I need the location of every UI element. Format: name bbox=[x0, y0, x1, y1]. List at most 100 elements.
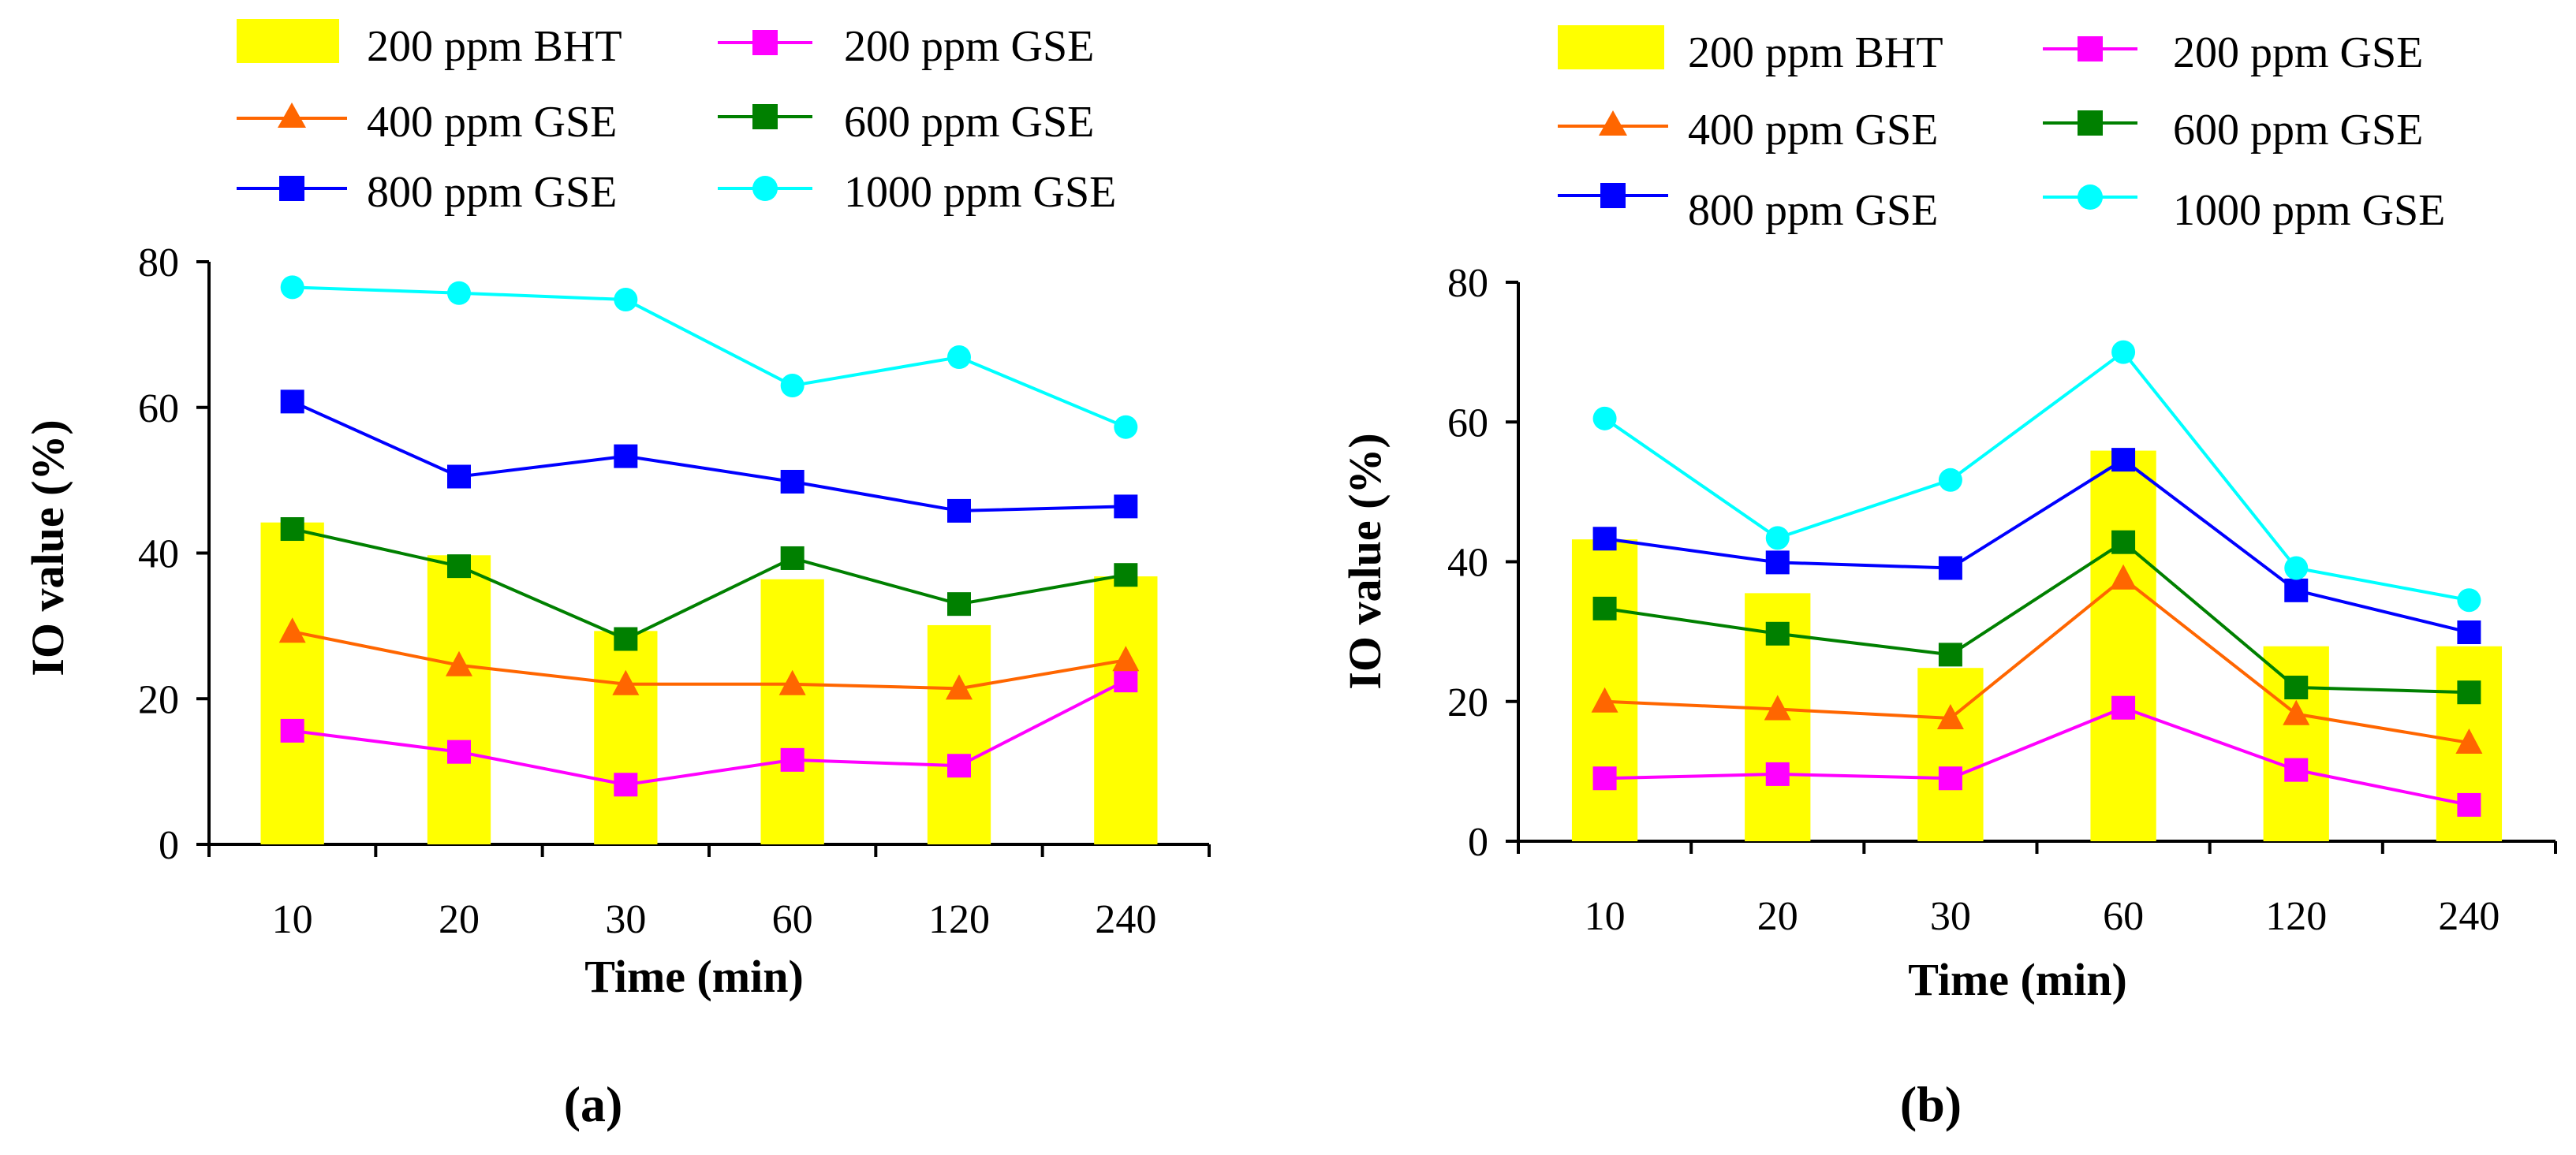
data-point-800-ppm-gse bbox=[780, 469, 805, 494]
legend-item-600-gse-a: 600 ppm GSE bbox=[718, 98, 1094, 147]
data-point-800-ppm-gse bbox=[280, 389, 304, 414]
bar-bht bbox=[2263, 646, 2329, 841]
series-line-800-ppm-gse bbox=[291, 400, 1126, 512]
legend-label: 200 ppm GSE bbox=[2173, 28, 2423, 77]
data-point-800-ppm-gse bbox=[2457, 620, 2481, 645]
y-tick-label: 40 bbox=[1447, 541, 1488, 586]
legend-marker-circle bbox=[2078, 184, 2103, 210]
legend-item-600-gse-b: 600 ppm GSE bbox=[2043, 106, 2423, 155]
legend-swatch-200-bht bbox=[237, 19, 339, 63]
series-line-1000-ppm-gse bbox=[1603, 349, 2470, 602]
legend-marker-square bbox=[752, 104, 778, 129]
bar-bht bbox=[927, 624, 991, 844]
data-point-400-ppm-gse bbox=[1591, 687, 1618, 713]
y-tick-label: 0 bbox=[159, 823, 179, 868]
y-tick-label: 40 bbox=[138, 532, 179, 577]
data-point-400-ppm-gse bbox=[612, 669, 640, 695]
data-point-800-ppm-gse bbox=[947, 498, 971, 523]
data-point-600-ppm-gse bbox=[2111, 530, 2136, 554]
x-axis-title-b: Time (min) bbox=[1908, 954, 2127, 1005]
legend-a: 200 ppm BHT 200 ppm GSE 400 ppm GSE 600 … bbox=[237, 19, 1116, 217]
legend-item-1000-gse-a: 1000 ppm GSE bbox=[718, 168, 1116, 217]
series-line-400-ppm-gse bbox=[292, 630, 1126, 691]
data-point-400-ppm-gse bbox=[446, 650, 472, 676]
data-point-1000-ppm-gse bbox=[2457, 588, 2481, 613]
x-tick-label: 240 bbox=[2438, 894, 2499, 939]
legend-label: 1000 ppm GSE bbox=[2173, 186, 2445, 235]
legend-item-400-gse-b: 400 ppm GSE bbox=[1558, 106, 1938, 155]
series-line-600-ppm-gse bbox=[1604, 540, 2470, 695]
legend-label: 400 ppm GSE bbox=[367, 98, 617, 147]
data-point-800-ppm-gse bbox=[1592, 527, 1617, 551]
data-point-600-ppm-gse bbox=[1592, 596, 1617, 620]
y-tick-label: 60 bbox=[138, 386, 179, 431]
legend-item-1000-gse-b: 1000 ppm GSE bbox=[2043, 184, 2445, 235]
series-line-200-ppm-gse bbox=[292, 679, 1127, 787]
data-point-200-ppm-gse bbox=[1592, 766, 1617, 791]
y-tick-label: 0 bbox=[1468, 820, 1488, 865]
chart-panel-b: 200 ppm BHT 200 ppm GSE 400 ppm GSE 600 … bbox=[1339, 25, 2557, 1132]
legend-marker-triangle bbox=[278, 102, 306, 128]
data-point-1000-ppm-gse bbox=[1592, 406, 1617, 430]
legend-label: 600 ppm GSE bbox=[2173, 106, 2423, 155]
data-point-200-ppm-gse bbox=[1938, 766, 1962, 791]
data-point-400-ppm-gse bbox=[2455, 728, 2483, 754]
legend-b: 200 ppm BHT 200 ppm GSE 400 ppm GSE 600 … bbox=[1558, 25, 2445, 235]
plot-area-b: 0 20 40 60 80 10 20 30 60 120 240 bbox=[1447, 261, 2557, 939]
data-point-400-ppm-gse bbox=[778, 669, 806, 695]
series-line-200-ppm-gse bbox=[1604, 706, 2470, 807]
y-axis-title-b: IO value (%) bbox=[1339, 433, 1391, 689]
legend-label: 600 ppm GSE bbox=[844, 98, 1094, 147]
legend-label: 1000 ppm GSE bbox=[844, 168, 1116, 217]
data-point-600-ppm-gse bbox=[947, 592, 971, 617]
data-point-1000-ppm-gse bbox=[280, 275, 304, 300]
data-point-200-ppm-gse bbox=[447, 740, 471, 764]
data-point-1000-ppm-gse bbox=[947, 345, 971, 370]
data-point-600-ppm-gse bbox=[280, 517, 304, 542]
bar-bht bbox=[260, 522, 324, 844]
data-point-1000-ppm-gse bbox=[1765, 526, 1790, 550]
x-tick-label: 30 bbox=[605, 897, 646, 942]
legend-item-200-gse-a: 200 ppm GSE bbox=[718, 22, 1094, 71]
legend-marker-circle bbox=[752, 176, 778, 201]
data-point-800-ppm-gse bbox=[1938, 556, 1962, 580]
data-point-600-ppm-gse bbox=[1765, 621, 1790, 646]
legend-label: 800 ppm GSE bbox=[367, 168, 617, 217]
data-point-400-ppm-gse bbox=[2283, 699, 2310, 725]
legend-label: 200 ppm GSE bbox=[844, 22, 1094, 71]
legend-label: 800 ppm GSE bbox=[1688, 186, 1938, 235]
legend-marker-square bbox=[2078, 110, 2103, 136]
series-line-600-ppm-gse bbox=[292, 527, 1126, 641]
series-line-400-ppm-gse bbox=[1604, 576, 2470, 745]
bar-bht bbox=[1917, 668, 1984, 841]
data-point-200-ppm-gse bbox=[1114, 669, 1138, 693]
data-point-200-ppm-gse bbox=[614, 773, 638, 797]
data-point-200-ppm-gse bbox=[2284, 758, 2309, 782]
legend-marker-triangle bbox=[1599, 110, 1627, 136]
legend-swatch-200-bht bbox=[1558, 25, 1664, 69]
plot-area-a: 0 20 40 60 80 10 20 30 60 120 240 bbox=[138, 240, 1211, 942]
legend-item-400-gse-a: 400 ppm GSE bbox=[237, 98, 617, 147]
data-point-1000-ppm-gse bbox=[780, 374, 805, 398]
x-tick-label: 10 bbox=[272, 897, 313, 942]
data-point-200-ppm-gse bbox=[2457, 792, 2481, 817]
data-point-600-ppm-gse bbox=[1938, 643, 1962, 667]
data-point-600-ppm-gse bbox=[2457, 680, 2481, 705]
data-point-200-ppm-gse bbox=[2111, 695, 2136, 720]
data-point-600-ppm-gse bbox=[2284, 676, 2309, 700]
x-tick-label: 20 bbox=[1757, 894, 1798, 939]
data-point-800-ppm-gse bbox=[2111, 448, 2136, 472]
legend-marker-square bbox=[2078, 36, 2103, 61]
data-point-1000-ppm-gse bbox=[2284, 556, 2309, 580]
data-point-400-ppm-gse bbox=[2110, 564, 2137, 590]
data-point-400-ppm-gse bbox=[1764, 695, 1791, 721]
legend-marker-square bbox=[279, 176, 304, 201]
bar-bht bbox=[2090, 450, 2156, 841]
legend-item-200-bht-a: 200 ppm BHT bbox=[237, 19, 622, 71]
data-point-1000-ppm-gse bbox=[2111, 340, 2136, 364]
legend-marker-square bbox=[1600, 183, 1626, 208]
legend-label: 200 ppm BHT bbox=[367, 22, 622, 71]
y-axis-title-a: IO value (%) bbox=[22, 419, 73, 676]
data-point-200-ppm-gse bbox=[280, 718, 304, 743]
